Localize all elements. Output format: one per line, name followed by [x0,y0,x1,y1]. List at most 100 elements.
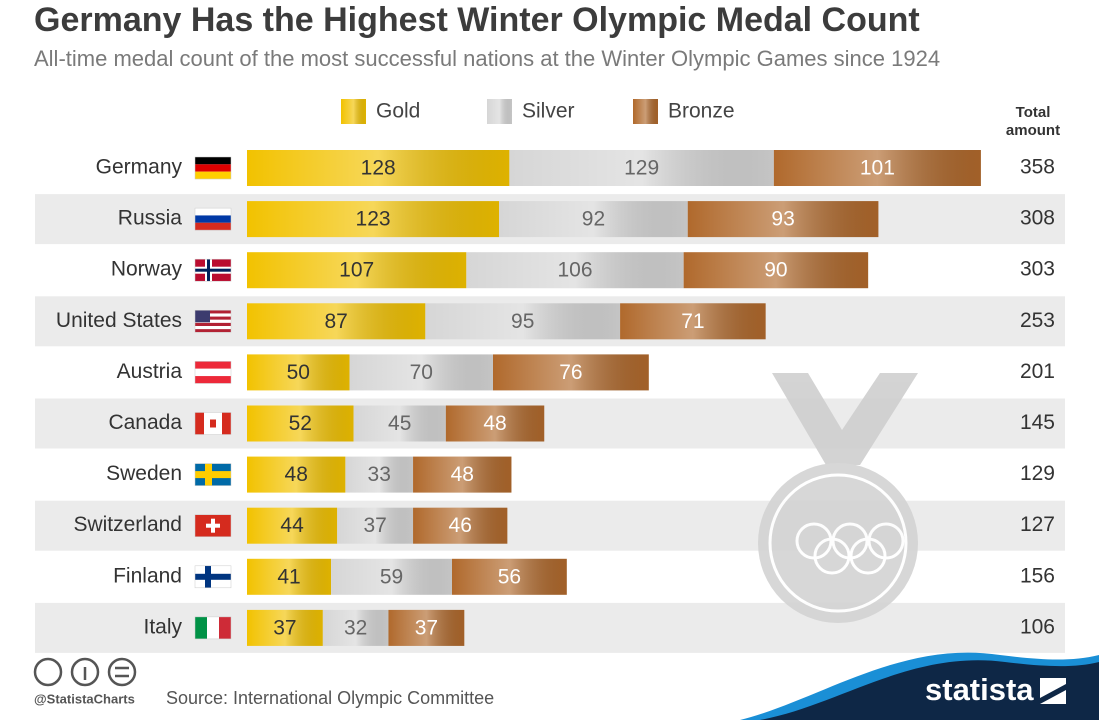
value-label: 70 [410,361,433,384]
flag-part [195,326,231,330]
bar-sheen [353,405,446,442]
value-label: 56 [498,565,521,588]
value-label: 37 [273,616,296,639]
bar-sheen [466,252,684,289]
value-label: 48 [451,463,474,486]
total-label: 129 [1020,462,1055,485]
legend-swatch-sheen [487,99,512,124]
value-label: 33 [368,463,391,486]
category-label: Italy [143,615,182,638]
legend-label: Gold [376,100,420,123]
bar-sheen [683,252,869,289]
brand-icon [1040,678,1066,704]
bar-sheen [247,150,510,186]
flag [194,412,232,435]
category-label: Norway [111,258,183,281]
bar-sheen [247,558,332,595]
value-label: 52 [289,412,312,435]
flag-part [195,208,231,216]
flag [194,310,232,333]
flag-part [195,471,231,479]
flag [194,514,232,537]
total-label: 308 [1020,207,1055,230]
category-label: Switzerland [73,513,182,536]
flag [194,207,232,231]
flag [194,616,232,640]
bar-sheen [687,201,879,238]
bar-sheen [247,201,500,238]
value-label: 101 [860,157,895,180]
value-label: 106 [557,259,592,282]
value-label: 37 [363,514,386,537]
flag-part [210,419,216,428]
bar-sheen [499,201,688,238]
flag-part [195,313,231,317]
value-label: 95 [511,310,534,333]
flag-part [195,616,207,639]
flag-part [207,616,219,639]
bar-sheen [322,609,389,646]
legend-label: Bronze [668,100,735,123]
category-label: Canada [108,411,182,434]
value-label: 59 [380,565,403,588]
flag-part [195,368,231,377]
category-label: Sweden [106,462,182,485]
bar-sheen [493,354,649,391]
value-label: 123 [356,208,391,231]
bar-sheen [620,303,766,340]
row-band [35,602,1065,653]
flag-part [195,316,231,320]
flag [194,463,232,486]
flag-border [194,412,232,435]
value-label: 46 [449,514,472,537]
bar-sheen [445,405,545,442]
flag-part [195,310,231,314]
value-label: 76 [559,361,582,384]
value-label: 45 [388,412,411,435]
bar-sheen [413,507,508,544]
flag-part [195,222,231,231]
totals-header: Total amount [1005,104,1061,139]
flag-part [195,268,231,272]
total-label: 156 [1020,564,1055,587]
value-label: 129 [624,157,659,180]
flag-part [195,319,231,323]
bar-sheen [349,354,493,391]
value-label: 87 [324,310,347,333]
total-label: 201 [1020,360,1055,383]
flag-part [195,322,231,327]
bar-sheen [247,252,467,289]
category-label: Russia [118,207,183,230]
value-label: 50 [287,361,310,384]
total-label: 253 [1020,309,1055,332]
flag-border [194,156,232,180]
bar-sheen [337,507,414,544]
flag-part [195,171,231,180]
total-label: 145 [1020,411,1055,434]
category-label: Finland [113,564,182,587]
bar-sheen [331,558,452,595]
value-label: 71 [681,310,704,333]
bar-sheen [247,303,426,340]
flag-border [194,616,232,640]
cc-icons [33,657,137,687]
category-label: United States [56,309,182,332]
flag-part [195,361,231,369]
total-label: 127 [1020,513,1055,536]
flag-border [194,207,232,231]
medal-illustration [758,373,918,623]
row-band [35,398,1065,449]
category-label: Germany [96,156,183,179]
flag-border [194,463,232,486]
value-label: 90 [764,259,787,282]
total-label: 358 [1020,156,1055,179]
value-label: 37 [415,616,438,639]
bar-sheen [425,303,621,340]
value-label: 41 [277,565,300,588]
flag-border [194,361,232,384]
flag-part [195,376,231,384]
bar-sheen [509,150,774,186]
value-label: 92 [582,208,605,231]
